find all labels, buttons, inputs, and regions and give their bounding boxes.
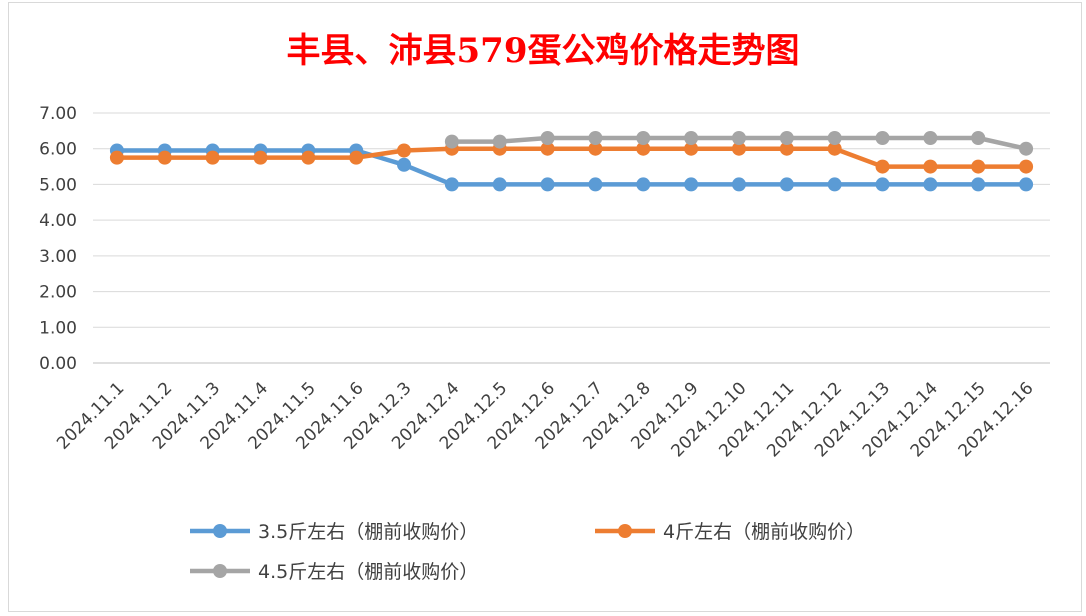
data-point (923, 177, 938, 192)
data-point (923, 159, 938, 174)
chart-title: 丰县、沛县579蛋公鸡价格走势图 (287, 31, 800, 71)
chart-frame (8, 2, 1082, 612)
data-point (779, 177, 794, 192)
data-point (971, 177, 986, 192)
y-tick-label: 4.00 (39, 211, 77, 231)
data-point (253, 150, 268, 165)
y-tick-label: 5.00 (39, 175, 77, 195)
data-point (349, 150, 364, 165)
data-point (779, 131, 794, 145)
series-line (116, 148, 1027, 187)
data-point (109, 150, 124, 165)
data-point (827, 131, 842, 145)
data-point (875, 131, 890, 145)
data-point (684, 131, 699, 145)
y-tick-label: 3.00 (39, 247, 77, 267)
data-point (636, 131, 651, 145)
legend-label: 4斤左右（棚前收购价） (663, 521, 865, 543)
data-point (492, 177, 507, 192)
legend-marker (618, 524, 632, 538)
data-point (588, 141, 603, 156)
data-point (684, 141, 699, 156)
series-lines (109, 131, 1034, 192)
data-point (684, 177, 699, 192)
data-point (636, 141, 651, 156)
y-tick-label: 0.00 (39, 354, 77, 374)
data-point (397, 157, 412, 172)
legend-item: 4斤左右（棚前收购价） (595, 521, 865, 543)
data-point (971, 131, 986, 145)
data-point (636, 177, 651, 192)
data-point (827, 177, 842, 192)
data-point (731, 131, 746, 145)
data-point (1019, 141, 1034, 156)
data-point (157, 150, 172, 165)
data-point (923, 131, 938, 145)
x-axis-ticks: 2024.11.12024.11.22024.11.32024.11.42024… (53, 378, 1037, 461)
data-point (492, 134, 507, 149)
data-point (444, 134, 459, 149)
data-point (1019, 159, 1034, 174)
data-point (540, 141, 555, 156)
data-point (875, 177, 890, 192)
legend-label: 3.5斤左右（棚前收购价） (258, 521, 478, 543)
data-point (731, 141, 746, 156)
y-tick-label: 6.00 (39, 140, 77, 160)
data-point (1019, 177, 1034, 192)
series-2 (109, 141, 1034, 174)
data-point (875, 159, 890, 174)
y-axis-ticks: 0.00 1.00 2.00 3.00 4.00 5.00 6.00 7.00 (39, 104, 77, 374)
data-point (444, 177, 459, 192)
series-3 (444, 131, 1034, 156)
legend: 3.5斤左右（棚前收购价） 4斤左右（棚前收购价） 4.5斤左右（棚前收购价） (190, 521, 865, 583)
data-point (588, 177, 603, 192)
data-point (827, 141, 842, 156)
data-point (540, 131, 555, 145)
y-tick-label: 2.00 (39, 283, 77, 303)
data-point (971, 159, 986, 174)
legend-item: 4.5斤左右（棚前收购价） (190, 561, 478, 583)
data-point (779, 141, 794, 156)
legend-item: 3.5斤左右（棚前收购价） (190, 521, 478, 543)
data-point (301, 150, 316, 165)
data-point (540, 177, 555, 192)
legend-label: 4.5斤左右（棚前收购价） (258, 561, 478, 583)
data-point (731, 177, 746, 192)
y-tick-label: 7.00 (39, 104, 77, 124)
legend-marker (213, 564, 227, 578)
data-point (205, 150, 220, 165)
data-point (588, 131, 603, 145)
y-tick-label: 1.00 (39, 318, 77, 338)
series-line (116, 146, 1027, 169)
data-point (397, 143, 412, 158)
legend-marker (213, 524, 227, 538)
